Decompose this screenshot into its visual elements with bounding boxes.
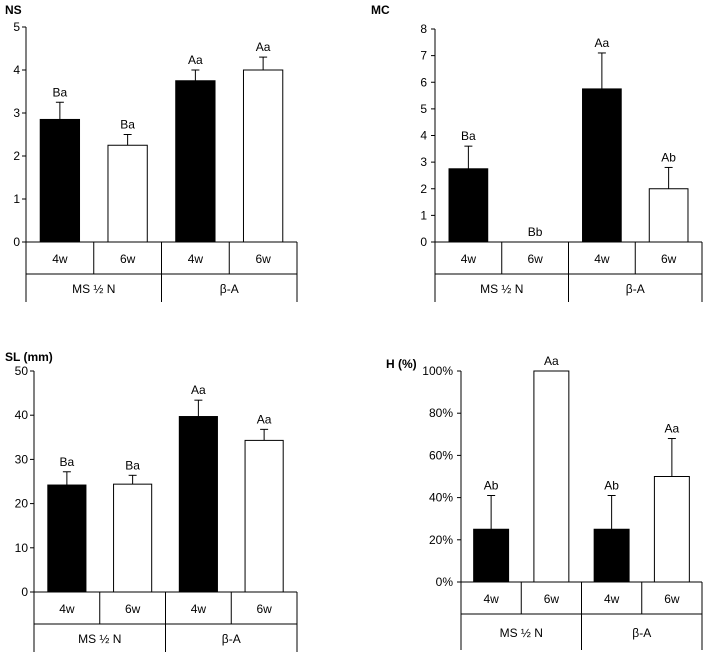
- significance-label: Ab: [661, 150, 676, 164]
- significance-label: Aa: [595, 36, 610, 50]
- x-category-label: 4w: [188, 252, 204, 266]
- bar: [582, 88, 622, 243]
- y-tick-label: 5: [420, 102, 427, 116]
- y-tick-label: 1: [13, 192, 20, 206]
- significance-label: Ba: [60, 455, 75, 469]
- bar: [242, 69, 284, 243]
- x-group-label: β-A: [632, 626, 651, 640]
- x-category-label: 6w: [120, 252, 136, 266]
- y-tick-label: 0: [420, 235, 427, 249]
- y-tick-label: 30: [15, 452, 29, 466]
- y-tick-label: 10: [15, 541, 29, 555]
- x-group-label: MS ½ N: [500, 626, 543, 640]
- significance-label: Aa: [256, 40, 271, 54]
- y-tick-label: 60%: [429, 448, 453, 462]
- x-category-label: 6w: [527, 252, 543, 266]
- chart-title: NS: [5, 3, 22, 17]
- y-tick-label: 7: [420, 49, 427, 63]
- y-tick-label: 6: [420, 75, 427, 89]
- significance-label: Ba: [53, 85, 68, 99]
- significance-label: Aa: [665, 422, 680, 436]
- significance-label: Aa: [544, 354, 559, 368]
- x-category-label: 6w: [125, 602, 141, 616]
- chart-panel-1: NS 0 1 2 3 4 5 Ba 4w Ba 6w Aa 4w Aa 6w MS ½ N β-A: [5, 3, 298, 302]
- y-tick-label: 40%: [429, 491, 453, 505]
- x-category-label: 4w: [461, 252, 477, 266]
- x-category-label: 4w: [604, 592, 620, 606]
- x-group-label: β-A: [220, 282, 239, 296]
- bar: [39, 118, 81, 243]
- x-category-label: 6w: [661, 252, 677, 266]
- significance-label: Ab: [484, 478, 499, 492]
- x-category-label: 6w: [256, 602, 272, 616]
- x-category-label: 4w: [52, 252, 68, 266]
- x-group-label: β-A: [626, 282, 645, 296]
- y-tick-label: 0%: [436, 575, 454, 589]
- y-tick-label: 1: [420, 208, 427, 222]
- x-category-label: 6w: [544, 592, 560, 606]
- significance-label: Aa: [188, 53, 203, 67]
- bar: [47, 484, 87, 593]
- chart-title: MC: [371, 3, 390, 17]
- y-tick-label: 80%: [429, 406, 453, 420]
- chart-title: SL (mm): [5, 350, 53, 364]
- bar: [175, 80, 216, 243]
- x-category-label: 4w: [483, 592, 499, 606]
- x-group-label: MS ½ N: [480, 282, 523, 296]
- significance-label: Ab: [604, 478, 619, 492]
- bar: [244, 439, 284, 593]
- y-tick-label: 100%: [422, 364, 453, 378]
- x-category-label: 4w: [59, 602, 75, 616]
- bar: [448, 168, 489, 243]
- chart-panel-2: MC 0 1 2 3 4 5 6 7 8 Ba 4w Bb 6w Aa 4w Ab 6w MS ½ N β-A: [371, 3, 703, 302]
- significance-label: Aa: [191, 383, 206, 397]
- bar: [593, 528, 630, 583]
- bar: [473, 528, 510, 583]
- significance-label: Bb: [528, 225, 543, 239]
- y-tick-label: 5: [13, 20, 20, 34]
- bar: [653, 476, 690, 583]
- bar: [533, 370, 570, 583]
- significance-label: Ba: [461, 129, 476, 143]
- x-category-label: 4w: [594, 252, 610, 266]
- bar: [178, 416, 218, 593]
- y-tick-label: 3: [420, 155, 427, 169]
- bar: [113, 483, 153, 593]
- y-tick-label: 20: [15, 497, 29, 511]
- y-tick-label: 40: [15, 408, 29, 422]
- y-tick-label: 3: [13, 106, 20, 120]
- bar: [648, 188, 689, 243]
- significance-label: Aa: [257, 412, 272, 426]
- y-tick-label: 2: [13, 149, 20, 163]
- x-category-label: 4w: [191, 602, 207, 616]
- significance-label: Ba: [120, 118, 135, 132]
- y-tick-label: 4: [420, 129, 427, 143]
- y-tick-label: 4: [13, 63, 20, 77]
- y-tick-label: 50: [15, 364, 29, 378]
- chart-title: H (%): [386, 357, 417, 371]
- chart-panel-3: SL (mm) 0 10 20 30 40 50 Ba 4w Ba 6w Aa 4w Aa 6w MS ½ N…: [5, 350, 298, 652]
- x-group-label: MS ½ N: [72, 282, 115, 296]
- y-tick-label: 0: [13, 235, 20, 249]
- x-category-label: 6w: [664, 592, 680, 606]
- bar: [107, 144, 148, 243]
- y-tick-label: 20%: [429, 533, 453, 547]
- y-tick-label: 2: [420, 182, 427, 196]
- y-tick-label: 0: [21, 585, 28, 599]
- significance-label: Ba: [125, 458, 140, 472]
- x-category-label: 6w: [255, 252, 271, 266]
- y-tick-label: 8: [420, 22, 427, 36]
- x-group-label: β-A: [222, 632, 241, 646]
- chart-panel-4: H (%) 0% 20% 40% 60% 80% 100% Ab 4w Aa 6w Ab 4w Aa 6w M…: [386, 354, 703, 650]
- x-group-label: MS ½ N: [78, 632, 121, 646]
